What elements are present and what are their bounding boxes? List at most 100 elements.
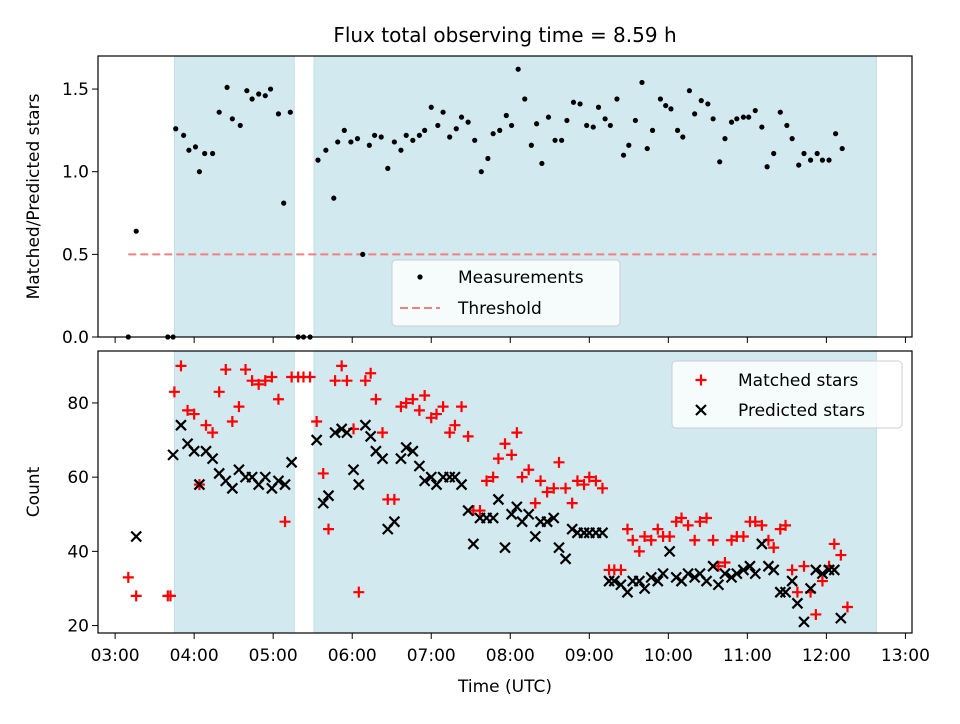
- measurement-point: [360, 251, 366, 257]
- matched-stars-point: [449, 419, 461, 431]
- predicted-stars-point: [749, 567, 762, 580]
- predicted-stars-point: [828, 564, 841, 576]
- measurement-point: [607, 122, 613, 129]
- measurement-point: [503, 112, 509, 119]
- measurement-point: [458, 114, 465, 120]
- measurement-point: [447, 134, 453, 140]
- predicted-stars-point: [455, 478, 468, 491]
- legend-matched-label: Matched stars: [738, 371, 858, 391]
- measurement-point: [522, 96, 528, 102]
- matched-stars-point: [365, 367, 377, 379]
- matched-stars-point: [304, 371, 316, 383]
- predicted-stars-point: [835, 612, 847, 624]
- predicted-stars-point: [511, 501, 523, 513]
- predicted-stars-point: [193, 478, 206, 491]
- matched-stars-point: [456, 401, 468, 413]
- matched-stars-point: [462, 430, 474, 442]
- measurement-point: [826, 157, 832, 163]
- predicted-stars-point: [418, 475, 431, 487]
- matched-stars-point: [639, 531, 651, 543]
- measurement-point: [275, 111, 282, 117]
- measurement-point: [626, 142, 632, 148]
- legend-predicted-label: Predicted stars: [738, 401, 865, 421]
- predicted-stars-point: [707, 560, 719, 572]
- predicted-stars-point: [652, 575, 664, 587]
- measurement-point: [315, 157, 321, 163]
- predicted-stars-point: [388, 515, 401, 528]
- predicted-stars-point: [130, 530, 142, 543]
- measurement-point: [348, 139, 354, 145]
- matched-stars-point: [682, 519, 694, 531]
- predicted-stars-point: [719, 567, 731, 580]
- matched-stars-point: [645, 534, 657, 546]
- measurement-point: [186, 147, 192, 153]
- predicted-stars-point: [322, 489, 335, 502]
- matched-stars-point: [175, 360, 187, 372]
- predicted-stars-point: [364, 430, 377, 443]
- legend-measurements-label: Measurements: [458, 268, 584, 288]
- matched-stars-point: [200, 419, 212, 431]
- predicted-stars-point: [407, 445, 419, 457]
- predicted-stars-point: [779, 586, 792, 598]
- predicted-stars-point: [816, 567, 829, 580]
- predicted-stars-point: [467, 538, 480, 550]
- matched-stars-point: [566, 497, 578, 509]
- measurement-point: [216, 109, 222, 115]
- predicted-stars-point: [804, 582, 817, 595]
- chart-title: Flux total observing time = 8.59 h: [333, 23, 676, 47]
- matched-stars-point: [707, 534, 719, 546]
- measurement-point: [796, 162, 802, 168]
- measurement-point: [692, 111, 698, 117]
- predicted-stars-point: [633, 575, 646, 587]
- matched-stars-point: [553, 456, 565, 468]
- matched-stars-point: [164, 590, 176, 602]
- predicted-stars-point: [767, 564, 780, 576]
- matched-stars-point: [529, 497, 541, 509]
- measurement-point: [698, 98, 704, 104]
- matched-stars-point: [168, 386, 180, 398]
- matched-stars-point: [548, 482, 560, 494]
- matched-stars-point: [188, 408, 200, 420]
- matched-stars-point: [240, 364, 252, 376]
- predicted-stars-point: [188, 445, 200, 457]
- predicted-stars-point: [663, 545, 676, 558]
- measurement-point: [237, 122, 243, 129]
- measurement-point: [777, 109, 783, 115]
- legend-matched-marker: [695, 374, 707, 386]
- matched-stars-point: [816, 575, 828, 587]
- x-tick-label: 03:00: [91, 646, 140, 666]
- predicted-stars-point: [167, 449, 179, 461]
- matched-stars-point: [737, 531, 749, 543]
- predicted-stars-point: [791, 597, 804, 610]
- matched-stars-point: [506, 449, 518, 461]
- measurement-point: [224, 84, 230, 91]
- x-tick-label: 04:00: [170, 646, 219, 666]
- measurement-point: [391, 139, 397, 145]
- predicted-stars-point: [725, 571, 738, 584]
- matched-stars-point: [487, 471, 499, 483]
- matched-stars-point: [627, 534, 639, 546]
- measurement-point: [181, 132, 187, 138]
- matched-stars-point: [311, 416, 323, 427]
- measurement-point: [385, 165, 391, 171]
- measurement-point: [722, 136, 728, 142]
- y-tick-label: 40: [67, 542, 89, 562]
- matched-stars-point: [474, 505, 486, 517]
- predicted-stars-point: [688, 571, 701, 584]
- measurement-point: [649, 127, 656, 133]
- matched-stars-point: [571, 475, 583, 487]
- y-tick-label: 1.0: [62, 163, 89, 183]
- predicted-stars-point: [487, 512, 499, 524]
- x-tick-label: 10:00: [644, 646, 693, 666]
- matched-stars-point: [388, 493, 400, 505]
- matched-stars-point: [317, 467, 329, 479]
- matched-stars-point: [122, 571, 134, 583]
- measurement-point: [764, 164, 770, 170]
- matched-stars-point: [437, 401, 449, 413]
- measurement-point: [740, 114, 747, 120]
- y-tick-label: 0.5: [62, 245, 89, 265]
- matched-stars-point: [407, 393, 419, 405]
- predicted-stars-point: [335, 423, 348, 435]
- measurement-point: [545, 114, 552, 120]
- bottom-panel: 20 40 60 80 03:00 04:00 05:00 06:00 07:00 08:00 09…: [24, 350, 930, 697]
